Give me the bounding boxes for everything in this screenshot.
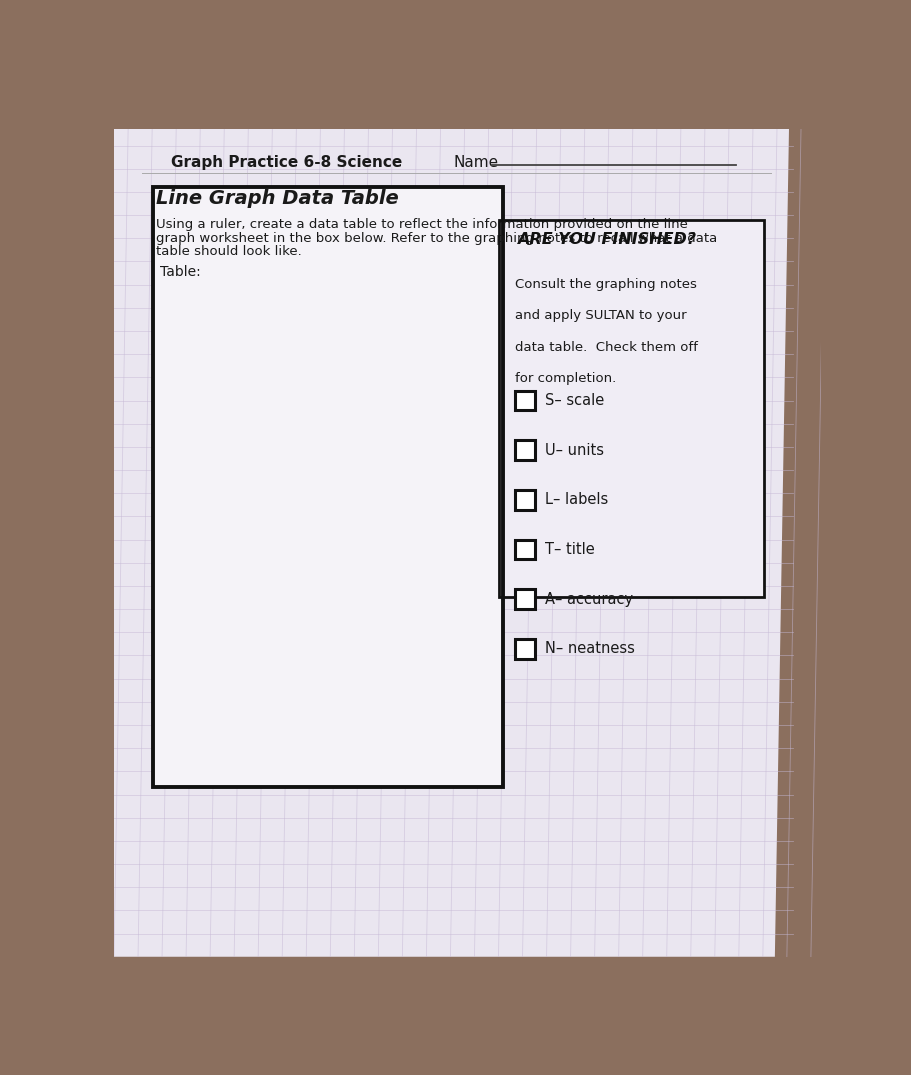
Text: and apply SULTAN to your: and apply SULTAN to your xyxy=(514,310,686,322)
Polygon shape xyxy=(114,129,788,957)
Bar xyxy=(153,187,502,787)
Bar xyxy=(153,187,502,787)
Bar xyxy=(153,187,502,787)
Bar xyxy=(514,441,534,460)
Text: table should look like.: table should look like. xyxy=(157,245,302,258)
Text: T– title: T– title xyxy=(545,542,594,557)
Text: A– accuracy: A– accuracy xyxy=(545,591,632,606)
Bar xyxy=(498,220,763,597)
Bar xyxy=(514,639,534,659)
Text: Line Graph Data Table: Line Graph Data Table xyxy=(157,189,399,209)
Bar xyxy=(514,589,534,610)
Text: U– units: U– units xyxy=(545,443,603,458)
Bar xyxy=(514,490,534,510)
Text: L– labels: L– labels xyxy=(545,492,608,507)
Text: ARE YOU FINISHED?: ARE YOU FINISHED? xyxy=(517,232,695,247)
Text: for completion.: for completion. xyxy=(514,372,615,385)
Text: data table.  Check them off: data table. Check them off xyxy=(514,341,697,354)
Text: Using a ruler, create a data table to reflect the information provided on the li: Using a ruler, create a data table to re… xyxy=(157,218,688,231)
Text: graph worksheet in the box below. Refer to the graphing notes to recall what a d: graph worksheet in the box below. Refer … xyxy=(157,231,717,245)
Text: N– neatness: N– neatness xyxy=(545,642,634,657)
Text: Consult the graphing notes: Consult the graphing notes xyxy=(514,278,696,291)
Text: S– scale: S– scale xyxy=(545,393,604,408)
Text: Name: Name xyxy=(453,156,497,171)
Bar xyxy=(498,220,763,597)
Bar xyxy=(514,390,534,411)
Bar xyxy=(514,540,534,559)
Text: Graph Practice 6-8 Science: Graph Practice 6-8 Science xyxy=(170,156,402,171)
Text: Table:: Table: xyxy=(159,264,200,278)
